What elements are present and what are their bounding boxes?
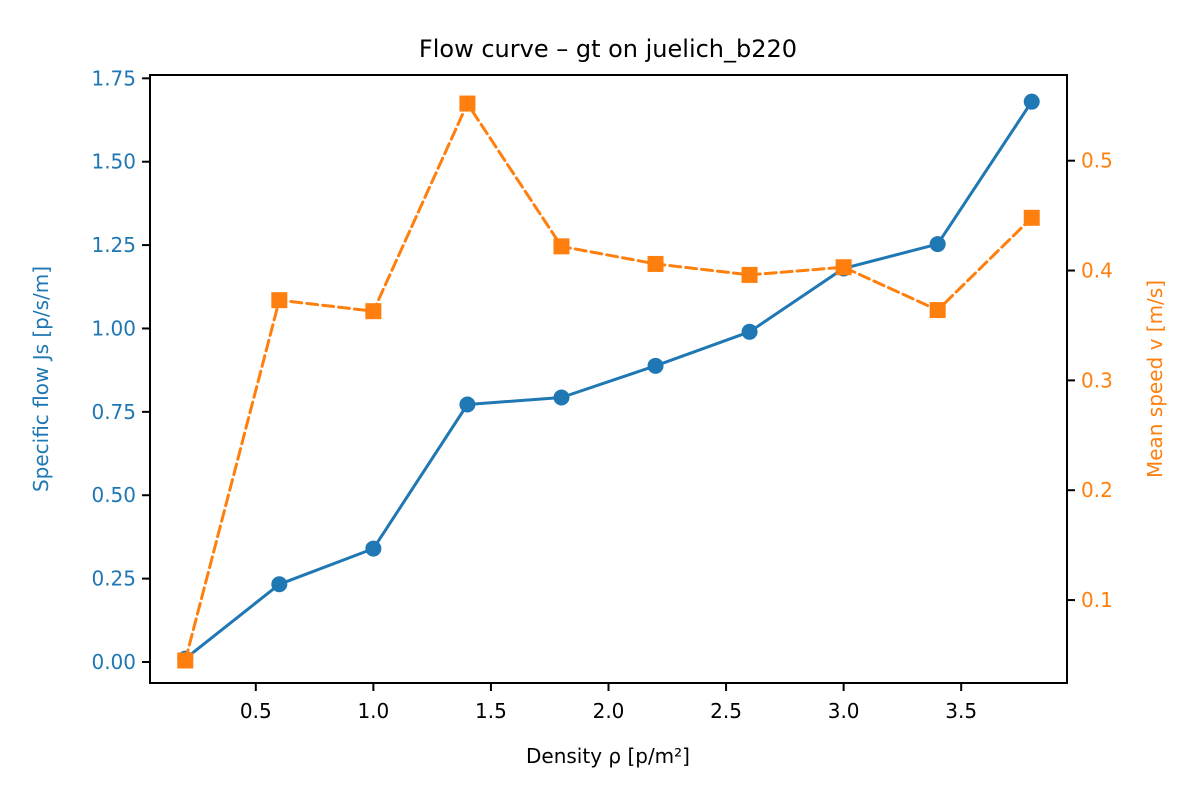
data-point [929,302,946,319]
data-point [459,396,476,413]
right-y-tick-label: 0.5 [1081,149,1113,173]
data-point [835,259,852,276]
x-axis-title: Density ρ [p/m²] [526,744,690,768]
data-point [553,238,570,255]
data-point [177,652,194,669]
left-y-tick-label: 1.25 [91,233,136,257]
x-tick-label: 0.5 [240,699,272,723]
series-line [183,102,1034,662]
right-y-tick-label: 0.1 [1081,588,1113,612]
x-tick-label: 2.0 [593,699,625,723]
data-point [647,357,664,374]
x-axis: 0.5 1.0 1.5 2.0 2.5 3.0 3.5 [240,683,977,723]
right-y-axis-title: Mean speed v [m/s] [1143,280,1167,478]
x-tick-label: 2.5 [710,699,742,723]
data-point [553,389,570,406]
left-y-tick-label: 0.50 [91,483,136,507]
data-point [365,303,382,320]
x-tick-label: 1.0 [357,699,389,723]
left-y-axis: 0.00 0.25 0.50 0.75 1.00 1.25 1.50 1.75 [91,66,150,674]
chart-title: Flow curve – gt on juelich_b220 [419,35,797,63]
plot-area [177,93,1040,669]
data-point [365,540,382,557]
left-y-tick-label: 1.75 [91,66,136,90]
series-line [183,100,1034,661]
left-y-tick-label: 0.75 [91,400,136,424]
data-point [1023,209,1040,226]
data-point [271,292,288,309]
left-y-tick-label: 1.50 [91,150,136,174]
x-tick-label: 1.5 [475,699,507,723]
left-y-tick-label: 0.00 [91,650,136,674]
data-point [1023,93,1040,110]
data-point [929,236,946,253]
right-y-tick-label: 0.3 [1081,368,1113,392]
data-point [271,576,288,593]
data-point [741,266,758,283]
left-y-axis-title: Specific flow Js [p/s/m] [29,266,53,492]
left-y-tick-label: 0.25 [91,567,136,591]
x-tick-label: 3.0 [828,699,860,723]
data-point [459,95,476,112]
x-tick-label: 3.5 [945,699,977,723]
data-point [647,255,664,272]
right-y-tick-label: 0.4 [1081,259,1113,283]
data-point [741,323,758,340]
mean-speed-series [177,95,1040,669]
right-y-tick-label: 0.2 [1081,478,1113,502]
left-y-tick-label: 1.00 [91,316,136,340]
right-y-axis: 0.1 0.2 0.3 0.4 0.5 [1067,149,1113,612]
